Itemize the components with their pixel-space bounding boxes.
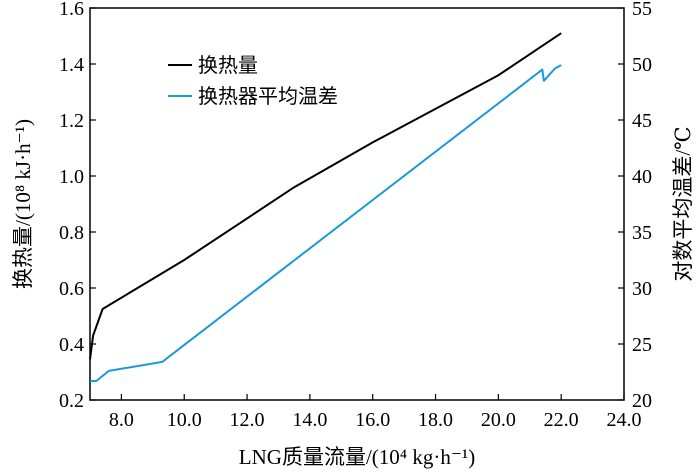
y-left-tick-label: 1.2 (59, 110, 84, 132)
x-tick-label: 12.0 (230, 409, 265, 431)
y-left-tick-label: 0.8 (59, 222, 84, 244)
y-right-tick-label: 20 (632, 390, 652, 412)
x-tick-label: 24.0 (607, 409, 642, 431)
series-line-heat-duty (89, 32, 562, 360)
series-layer (89, 32, 562, 382)
x-tick-label: 14.0 (292, 409, 327, 431)
x-tick-label: 20.0 (481, 409, 516, 431)
x-tick-label: 22.0 (544, 409, 579, 431)
legend-label-heat-duty: 换热量 (198, 54, 258, 77)
legend: 换热量 换热器平均温差 (168, 54, 338, 108)
x-tick-label: 18.0 (418, 409, 453, 431)
y-right-tick-label: 55 (632, 0, 652, 20)
y-left-axis-title: 换热量/(10⁸ kJ·h⁻¹) (11, 119, 35, 289)
y-right-tick-label: 45 (632, 110, 652, 132)
x-tick-label: 10.0 (167, 409, 202, 431)
left-axis-ticks: 0.2 0.4 0.6 0.8 1.0 1.2 1.4 1.6 (59, 0, 96, 412)
y-right-tick-label: 50 (632, 54, 652, 76)
y-left-tick-label: 1.0 (59, 166, 84, 188)
legend-label-temp-diff: 换热器平均温差 (198, 85, 338, 108)
right-axis-ticks: 20 25 30 35 40 45 50 55 (618, 0, 652, 412)
x-axis-title: LNG质量流量/(10⁴ kg·h⁻¹) (239, 445, 475, 469)
x-tick-label: 8.0 (109, 409, 134, 431)
x-tick-label: 16.0 (355, 409, 390, 431)
series-line-temp-diff (90, 64, 562, 382)
y-right-axis-title: 对数平均温差/℃ (671, 126, 695, 281)
plot-frame (89, 7, 625, 401)
x-axis-ticks: 8.0 10.0 12.0 14.0 16.0 18.0 20.0 22.0 24.0 (109, 394, 642, 431)
y-right-tick-label: 35 (632, 222, 652, 244)
y-right-tick-label: 30 (632, 278, 652, 300)
y-left-tick-label: 1.6 (59, 0, 84, 20)
y-right-tick-label: 25 (632, 334, 652, 356)
y-right-tick-label: 40 (632, 166, 652, 188)
y-left-tick-label: 0.6 (59, 278, 84, 300)
y-left-tick-label: 0.2 (59, 390, 84, 412)
y-left-tick-label: 1.4 (59, 54, 84, 76)
y-left-tick-label: 0.4 (59, 334, 84, 356)
